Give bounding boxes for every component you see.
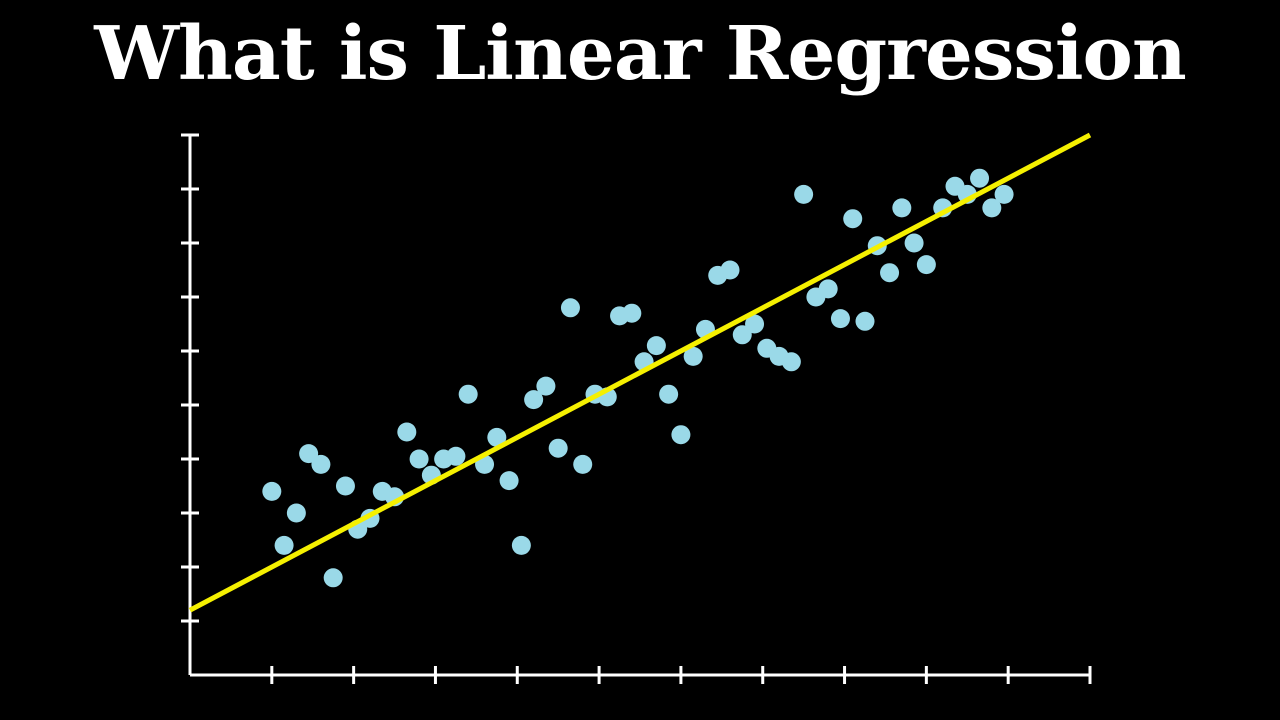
data-point (299, 444, 319, 464)
data-point (916, 255, 936, 275)
data-point (536, 376, 556, 396)
data-points (262, 168, 1014, 588)
data-point (671, 425, 691, 445)
data-point (397, 422, 417, 442)
data-point (855, 311, 875, 331)
data-point (335, 476, 355, 496)
data-point (732, 325, 752, 345)
data-point (659, 384, 679, 404)
data-point (524, 390, 544, 410)
data-point (409, 449, 429, 469)
data-point (683, 346, 703, 366)
data-point (311, 454, 331, 474)
data-point (646, 336, 666, 356)
data-point (745, 314, 765, 334)
data-point (880, 263, 900, 283)
data-point (892, 198, 912, 218)
data-point (794, 184, 814, 204)
data-point (904, 233, 924, 253)
regression-line (188, 132, 1092, 613)
data-point (843, 209, 863, 229)
data-point (982, 198, 1002, 218)
data-point (511, 535, 531, 555)
data-point (830, 309, 850, 329)
data-point (458, 384, 478, 404)
data-point (487, 427, 507, 447)
regression-line-path (188, 132, 1092, 613)
data-point (573, 454, 593, 474)
data-point (274, 535, 294, 555)
data-point (499, 471, 519, 491)
data-point (970, 168, 990, 188)
axes (181, 133, 1092, 684)
data-point (560, 298, 580, 318)
data-point (548, 438, 568, 458)
page-title: What is Linear Regression (94, 11, 1186, 97)
data-point (323, 568, 343, 588)
data-point (994, 184, 1014, 204)
data-point (446, 446, 466, 466)
data-point (262, 481, 282, 501)
data-point (818, 279, 838, 299)
data-point (781, 352, 801, 372)
data-point (286, 503, 306, 523)
data-point (720, 260, 740, 280)
data-point (622, 303, 642, 323)
